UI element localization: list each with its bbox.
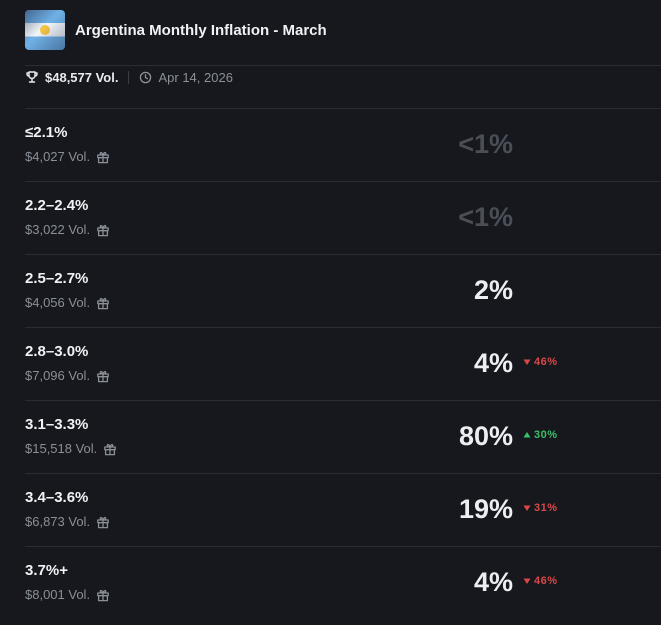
outcome-volume-text: $4,027 Vol.: [25, 149, 91, 164]
outcome-probability: 4%: [473, 567, 513, 597]
clock-icon: [140, 71, 152, 83]
divider: [25, 546, 661, 547]
outcome-row[interactable]: 3.7%+ $8,001 Vol. 4% 46%: [25, 546, 661, 619]
divider: [25, 400, 661, 401]
outcome-change-down: 31%: [523, 502, 558, 514]
outcome-label: 3.4–3.6%: [25, 489, 89, 506]
outcome-row[interactable]: 2.2–2.4% $3,022 Vol. <1%: [25, 181, 661, 254]
outcome-volume-text: $7,096 Vol.: [25, 368, 91, 383]
outcome-volume: $15,518 Vol.: [25, 441, 117, 456]
argentina-flag-icon: [25, 10, 65, 50]
outcome-volume-text: $15,518 Vol.: [25, 441, 98, 456]
market-volume: $48,577 Vol.: [45, 69, 119, 85]
divider: [25, 327, 661, 328]
outcome-volume: $7,096 Vol.: [25, 368, 110, 383]
outcome-change-text: 46%: [534, 575, 558, 587]
outcome-probability: 2%: [473, 275, 513, 305]
outcome-change-down: 46%: [523, 575, 558, 587]
outcome-change-down: 46%: [523, 356, 558, 368]
outcome-change-text: 30%: [534, 429, 558, 441]
gift-icon[interactable]: [96, 588, 110, 602]
gift-icon[interactable]: [96, 223, 110, 237]
arrow-up-icon: [523, 432, 531, 438]
outcome-volume: $6,873 Vol.: [25, 514, 110, 529]
gift-icon[interactable]: [96, 150, 110, 164]
outcome-probability: 4%: [473, 348, 513, 378]
divider: [25, 181, 661, 182]
gift-icon[interactable]: [103, 442, 117, 456]
outcome-volume: $8,001 Vol.: [25, 587, 110, 602]
outcome-volume-text: $4,056 Vol.: [25, 295, 91, 310]
market-header: Argentina Monthly Inflation - March: [25, 10, 327, 50]
outcome-label: 2.5–2.7%: [25, 270, 89, 287]
outcome-label: 3.1–3.3%: [25, 416, 89, 433]
arrow-down-icon: [523, 359, 531, 365]
market-meta: $48,577 Vol. Apr 14, 2026: [25, 68, 233, 86]
outcome-label: 2.8–3.0%: [25, 343, 89, 360]
outcome-label: ≤2.1%: [25, 124, 68, 141]
market-end-date: Apr 14, 2026: [158, 69, 233, 85]
arrow-down-icon: [523, 505, 531, 511]
outcome-label: 3.7%+: [25, 562, 68, 579]
meta-separator: [128, 70, 130, 84]
outcome-change-text: 46%: [534, 356, 558, 368]
divider: [25, 254, 661, 255]
outcome-row[interactable]: ≤2.1% $4,027 Vol. <1%: [25, 108, 661, 181]
market-title[interactable]: Argentina Monthly Inflation - March: [75, 21, 327, 39]
outcome-change-up: 30%: [523, 429, 558, 441]
outcome-probability: <1%: [458, 129, 513, 159]
outcome-volume: $4,027 Vol.: [25, 149, 110, 164]
outcome-change-text: 31%: [534, 502, 558, 514]
gift-icon[interactable]: [96, 369, 110, 383]
outcome-probability: 80%: [458, 421, 513, 451]
divider: [25, 108, 661, 109]
outcome-row[interactable]: 2.5–2.7% $4,056 Vol. 2%: [25, 254, 661, 327]
divider: [25, 65, 661, 66]
outcome-volume: $3,022 Vol.: [25, 222, 110, 237]
gift-icon[interactable]: [96, 515, 110, 529]
outcome-label: 2.2–2.4%: [25, 197, 89, 214]
arrow-down-icon: [523, 578, 531, 584]
trophy-icon: [26, 71, 38, 83]
outcome-probability: 19%: [458, 494, 513, 524]
outcome-volume-text: $3,022 Vol.: [25, 222, 91, 237]
outcome-volume-text: $8,001 Vol.: [25, 587, 91, 602]
outcome-row[interactable]: 2.8–3.0% $7,096 Vol. 4% 46%: [25, 327, 661, 400]
gift-icon[interactable]: [96, 296, 110, 310]
outcome-row[interactable]: 3.1–3.3% $15,518 Vol. 80% 30%: [25, 400, 661, 473]
divider: [25, 473, 661, 474]
outcome-volume-text: $6,873 Vol.: [25, 514, 91, 529]
outcome-probability: <1%: [458, 202, 513, 232]
outcome-row[interactable]: 3.4–3.6% $6,873 Vol. 19% 31%: [25, 473, 661, 546]
outcome-volume: $4,056 Vol.: [25, 295, 110, 310]
